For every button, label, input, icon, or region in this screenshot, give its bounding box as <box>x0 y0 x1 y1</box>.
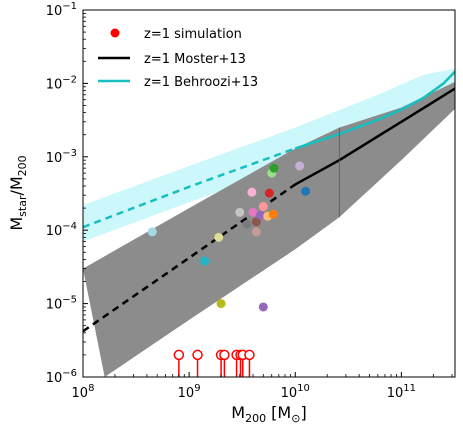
simulation-points <box>147 161 311 312</box>
y-tick-label: 10−6 <box>46 368 77 386</box>
scatter-bands <box>83 68 455 377</box>
data-point <box>255 210 265 220</box>
behroozi-dashed-line <box>83 147 296 229</box>
x-tick-label: 1010 <box>281 383 310 401</box>
data-point <box>258 202 268 212</box>
data-point <box>269 163 279 173</box>
x-axis-ticks: 108 109 1010 1011 <box>72 372 453 401</box>
limit-marker <box>192 349 203 361</box>
y-tick-label: 10−4 <box>46 221 77 239</box>
legend-marker-simulation <box>110 28 120 38</box>
moster-scatter-band <box>83 81 455 377</box>
x-tick-label: 108 <box>72 383 95 401</box>
relation-lines <box>83 70 455 333</box>
y-tick-label: 10−2 <box>46 74 77 92</box>
limit-marker <box>219 349 230 361</box>
behroozi-solid-line <box>294 70 455 150</box>
data-point <box>242 219 252 229</box>
y-tick-label: 10−3 <box>46 148 77 166</box>
y-tick-label: 10−1 <box>46 1 77 19</box>
data-point <box>216 299 226 309</box>
legend: z=1 simulation z=1 Moster+13 z=1 Behrooz… <box>98 27 258 90</box>
data-point <box>235 207 245 217</box>
data-point <box>147 227 157 237</box>
limit-marker <box>244 349 255 361</box>
data-point <box>248 207 258 217</box>
data-point <box>264 188 274 198</box>
legend-label-simulation: z=1 simulation <box>144 27 242 42</box>
x-tick-label: 1011 <box>387 383 416 401</box>
data-point <box>200 256 210 266</box>
x-axis-label: M200 [M⊙] <box>231 403 306 425</box>
data-point <box>301 186 311 196</box>
data-point <box>214 232 224 242</box>
limit-marker <box>173 349 185 361</box>
legend-label-moster: z=1 Moster+13 <box>144 52 246 67</box>
data-point <box>247 187 257 197</box>
moster-solid-line <box>294 87 455 186</box>
data-point <box>295 161 305 171</box>
y-axis-ticks: 10−6 10−5 10−4 10−3 10−2 10−1 <box>46 1 88 386</box>
x-tick-label: 109 <box>178 383 201 401</box>
data-point <box>258 302 268 312</box>
y-axis-label: Mstar/M200 <box>7 155 29 230</box>
upper-limit-markers <box>173 349 255 377</box>
data-point <box>268 209 278 219</box>
data-point <box>251 227 261 237</box>
legend-label-behroozi: z=1 Behroozi+13 <box>144 75 258 90</box>
plot-frame <box>82 9 456 378</box>
y-tick-label: 10−5 <box>46 295 77 313</box>
behroozi-scatter-band <box>83 68 455 242</box>
data-point <box>251 217 261 227</box>
